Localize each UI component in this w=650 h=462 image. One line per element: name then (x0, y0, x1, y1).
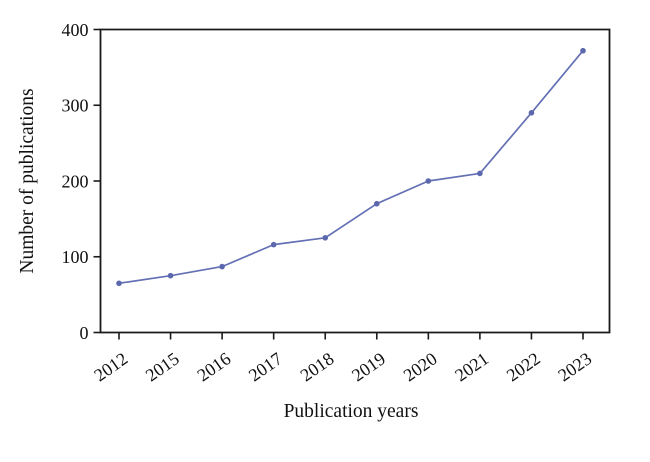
x-tick-label: 2019 (348, 348, 389, 385)
data-point (373, 200, 380, 207)
y-tick-label: 400 (62, 20, 89, 40)
x-tick-label: 2015 (142, 348, 183, 385)
y-tick-label: 200 (62, 171, 89, 191)
y-tick-label: 100 (62, 247, 89, 267)
x-tick-label: 2016 (193, 348, 234, 385)
data-point (528, 110, 535, 116)
x-tick-label: 2022 (503, 348, 544, 385)
y-tick-label: 300 (62, 96, 89, 116)
series-layer (116, 47, 586, 287)
y-axis-title: Number of publications (17, 88, 38, 273)
y-tick-label: 0 (80, 323, 89, 343)
x-tick-label: 2020 (400, 348, 441, 385)
x-tick-label: 2012 (90, 348, 131, 385)
data-point (425, 178, 432, 184)
data-point (116, 280, 122, 287)
trend-line (118, 50, 584, 285)
data-point (477, 170, 483, 177)
x-tick-label: 2021 (451, 348, 492, 385)
x-tick-label: 2023 (554, 348, 595, 385)
x-axis-title: Publication years (284, 401, 419, 422)
plot-box (99, 28, 611, 334)
data-point (270, 241, 277, 248)
data-point (167, 272, 174, 279)
data-point (322, 235, 329, 241)
x-tick-label: 2018 (297, 348, 338, 385)
axes-layer: 0 100 200 300 400 2012 2015 2016 2017 2018 2019 202… (62, 20, 611, 385)
data-point (580, 47, 586, 54)
data-point (219, 263, 225, 270)
x-tick-label: 2017 (245, 348, 286, 385)
